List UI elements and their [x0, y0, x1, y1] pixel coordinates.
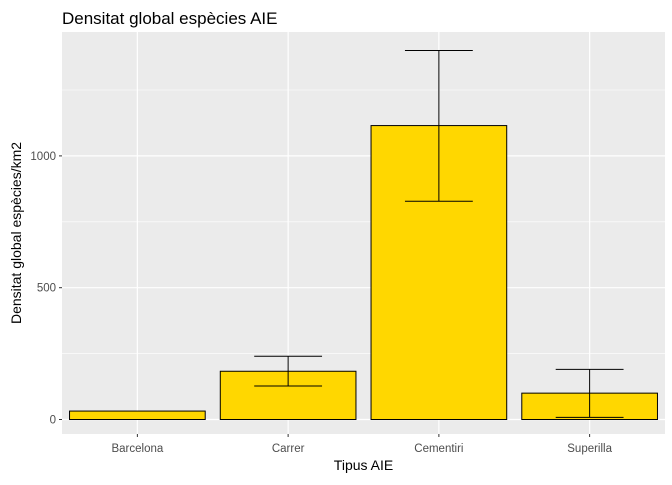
- x-tick-label: Barcelona: [111, 443, 163, 455]
- bars: [69, 125, 658, 421]
- y-axis-title: Densitat global espècies/km2: [8, 142, 24, 324]
- plot-panel: [62, 32, 665, 434]
- x-tick-label: Carrer: [272, 443, 305, 455]
- x-axis-title: Tipus AIE: [334, 457, 393, 473]
- x-tick-label: Cementiri: [414, 443, 463, 455]
- bar-barcelona: [69, 410, 206, 421]
- x-tick-label: Superilla: [567, 443, 612, 455]
- error-bars: [254, 49, 624, 418]
- chart-title: Densitat global espècies AIE: [62, 9, 277, 28]
- y-tick-label: 500: [37, 283, 56, 295]
- y-axis-ticks: 0 500 1000: [30, 151, 62, 427]
- y-tick-label: 0: [50, 415, 56, 427]
- x-axis-ticks: Barcelona Carrer Cementiri Superilla: [111, 434, 613, 455]
- y-tick-label: 1000: [30, 151, 56, 163]
